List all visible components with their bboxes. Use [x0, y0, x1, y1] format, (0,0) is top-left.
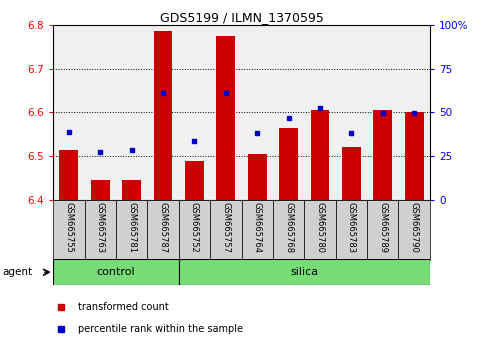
Bar [85, 200, 116, 260]
Text: GSM665789: GSM665789 [378, 202, 387, 253]
Bar [59, 150, 78, 200]
Text: control: control [97, 267, 135, 277]
Bar [53, 259, 179, 285]
Text: GSM665764: GSM665764 [253, 202, 262, 253]
Title: GDS5199 / ILMN_1370595: GDS5199 / ILMN_1370595 [159, 11, 324, 24]
Bar [248, 154, 267, 200]
Bar [273, 200, 304, 260]
Text: GSM665781: GSM665781 [127, 202, 136, 253]
Text: GSM665787: GSM665787 [158, 202, 168, 253]
Bar [242, 200, 273, 260]
Bar [147, 200, 179, 260]
Bar [53, 200, 85, 260]
Bar [91, 180, 110, 200]
Bar [398, 200, 430, 260]
Bar [116, 200, 147, 260]
Bar [279, 128, 298, 200]
Text: silica: silica [290, 267, 318, 277]
Bar [373, 110, 392, 200]
Bar [179, 200, 210, 260]
Text: GSM665752: GSM665752 [190, 202, 199, 253]
Bar [342, 148, 361, 200]
Text: GSM665780: GSM665780 [315, 202, 325, 253]
Bar [210, 200, 242, 260]
Bar [154, 32, 172, 200]
Bar [367, 200, 398, 260]
Bar [336, 200, 367, 260]
Text: GSM665755: GSM665755 [64, 202, 73, 253]
Bar [122, 180, 141, 200]
Bar [311, 110, 329, 200]
Text: agent: agent [2, 267, 32, 277]
Bar [185, 161, 204, 200]
Text: GSM665763: GSM665763 [96, 202, 105, 253]
Text: transformed count: transformed count [78, 302, 169, 312]
Text: GSM665783: GSM665783 [347, 202, 356, 253]
Bar [179, 259, 430, 285]
Text: percentile rank within the sample: percentile rank within the sample [78, 324, 242, 335]
Bar [304, 200, 336, 260]
Text: GSM665768: GSM665768 [284, 202, 293, 253]
Bar [216, 36, 235, 200]
Text: GSM665790: GSM665790 [410, 202, 419, 253]
Text: GSM665757: GSM665757 [221, 202, 230, 253]
Bar [405, 113, 424, 200]
